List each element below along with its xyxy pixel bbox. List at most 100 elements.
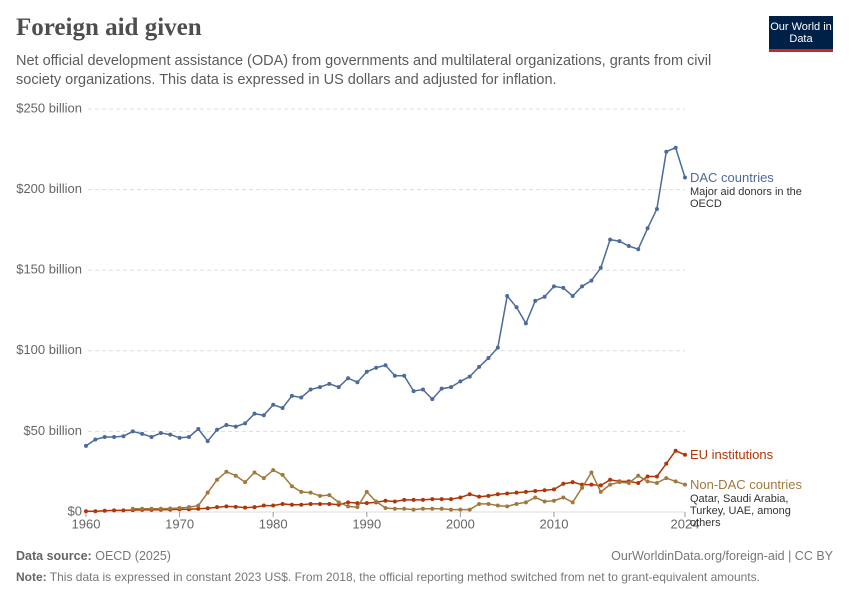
data-point [149,506,154,511]
data-point [289,393,294,398]
data-point [570,293,575,298]
data-point [561,495,566,500]
data-point [327,381,332,386]
data-point [252,411,257,416]
data-point [551,487,556,492]
data-point [243,505,248,510]
data-point [477,501,482,506]
data-point [542,488,547,493]
x-tick-label: 1970 [165,516,194,531]
data-point [243,480,248,485]
data-point [280,406,285,411]
data-point [317,493,322,498]
data-point [486,501,491,506]
x-tick-label: 1980 [259,516,288,531]
data-point [458,507,463,512]
data-point [486,356,491,361]
data-point [112,508,117,513]
data-point [140,431,145,436]
data-point [683,482,687,487]
legend-label: Non-DAC countries [690,476,802,492]
data-point [364,489,369,494]
data-point [420,387,425,392]
url[interactable]: OurWorldinData.org/foreign-aid | CC BY [611,549,833,563]
data-point [289,502,294,507]
legend-label: EU institutions [690,446,774,462]
x-tick-label: 2024 [671,516,700,531]
data-point [673,448,678,453]
data-point [645,474,650,479]
data-point [346,504,351,509]
data-point [645,479,650,484]
data-point [458,495,463,500]
data-point [626,480,631,485]
data-point [608,237,613,242]
data-point [271,468,276,473]
data-point [196,503,201,508]
data-point [449,385,454,390]
data-point [636,247,641,252]
data-point [402,497,407,502]
source-text[interactable]: OECD (2025) [95,549,171,563]
data-point [196,426,201,431]
data-point [186,505,191,510]
data-point [215,505,220,510]
data-point [598,265,603,270]
data-point [561,285,566,290]
data-point [495,492,500,497]
note-label: Note: [16,570,47,584]
data-point [346,500,351,505]
data-point [355,505,360,510]
data-point [224,504,229,509]
y-tick-label: $200 billion [16,181,82,196]
data-point [280,501,285,506]
y-tick-label: $100 billion [16,342,82,357]
data-point [383,498,388,503]
data-point [505,293,510,298]
data-point [392,506,397,511]
data-point [664,476,669,481]
legend-description: Qatar, Saudi Arabia, Turkey, UAE, among … [690,492,791,529]
data-point [252,470,257,475]
data-point [252,505,257,510]
data-point [243,421,248,426]
data-point [477,494,482,499]
data-point [430,506,435,511]
data-point [93,509,98,514]
data-point [449,497,454,502]
data-point [486,493,491,498]
data-point [383,505,388,510]
data-point [505,491,510,496]
data-point [654,206,659,211]
data-point [299,502,304,507]
data-point [374,499,379,504]
data-point [626,244,631,249]
data-point [355,380,360,385]
data-point [411,389,416,394]
data-point [570,480,575,485]
data-point [205,439,210,444]
logo[interactable]: Our World in Data [769,16,833,52]
data-point [186,435,191,440]
chart-subtitle: Net official development assistance (ODA… [16,53,712,88]
y-tick-label: $0 [68,503,82,518]
data-point [420,497,425,502]
data-point [580,485,585,490]
data-point [580,284,585,289]
data-point [608,482,613,487]
data-point [589,482,594,487]
data-point [505,504,510,509]
data-point [533,489,538,494]
data-point [233,424,238,429]
data-point [411,497,416,502]
data-point [645,226,650,231]
data-point [467,507,472,512]
data-point [514,305,519,310]
data-point [346,376,351,381]
chart-title: Foreign aid given [16,14,202,41]
data-point [664,149,669,154]
data-point [523,489,528,494]
data-point [439,497,444,502]
y-tick-label: $150 billion [16,262,82,277]
data-point [317,385,322,390]
